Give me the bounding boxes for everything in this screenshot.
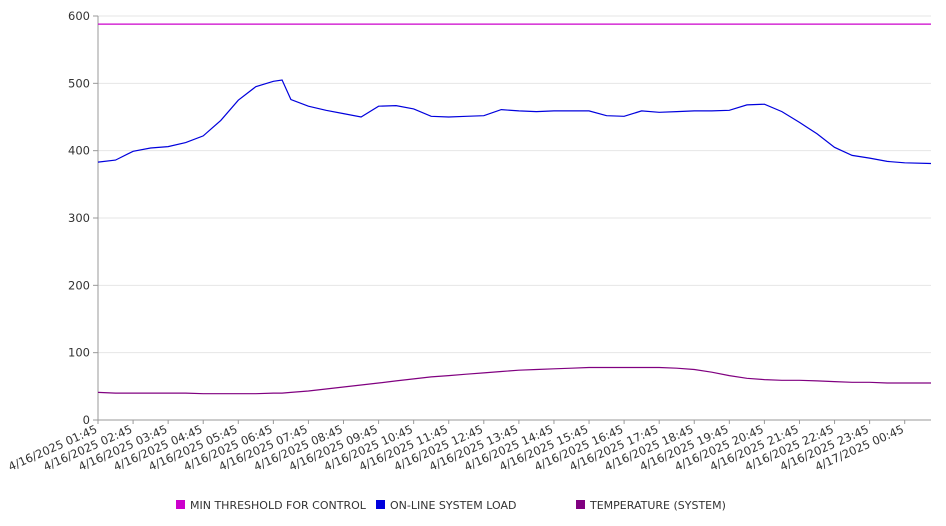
legend-swatch <box>576 500 585 509</box>
series-line <box>97 366 931 395</box>
legend-label: TEMPERATURE (SYSTEM) <box>589 499 726 512</box>
y-tick-label: 500 <box>68 76 90 90</box>
y-tick-label: 400 <box>68 144 90 158</box>
y-tick-label: 100 <box>68 346 90 360</box>
y-tick-label: 300 <box>68 211 90 225</box>
y-tick-label: 0 <box>83 413 90 427</box>
legend-swatch <box>176 500 185 509</box>
y-tick-label: 200 <box>68 278 90 292</box>
series-line <box>97 79 932 165</box>
legend-label: MIN THRESHOLD FOR CONTROL <box>190 499 367 512</box>
legend-label: ON-LINE SYSTEM LOAD <box>390 499 516 512</box>
y-tick-label: 600 <box>68 9 90 23</box>
legend-swatch <box>376 500 385 509</box>
